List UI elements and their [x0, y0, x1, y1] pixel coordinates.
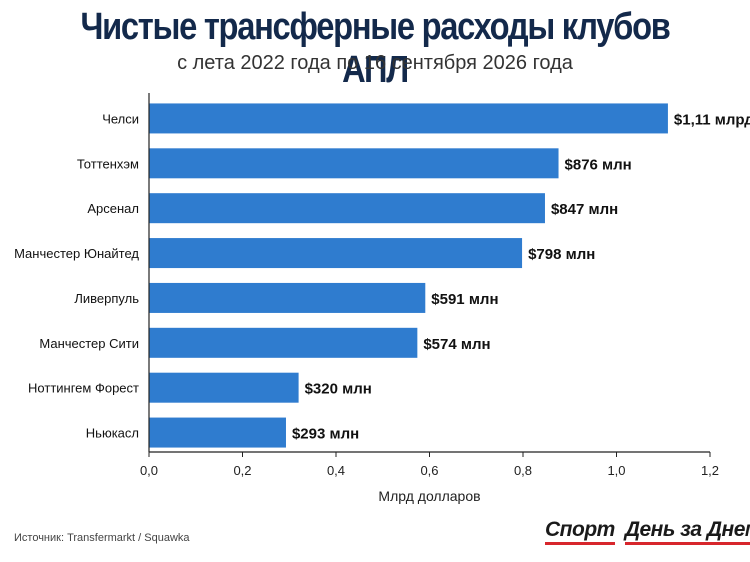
category-label: Ньюкасл	[86, 426, 139, 441]
data-label: $1,11 млрд	[674, 111, 750, 128]
brand-logo: Спорт День за Днем	[545, 518, 750, 548]
category-label: Тоттенхэм	[77, 156, 139, 171]
x-tick-label: 0,8	[514, 463, 532, 478]
x-tick-label: 0,0	[140, 463, 158, 478]
brand-underline	[624, 542, 750, 545]
chart-title: Чистые трансферные расходы клубов АПЛ	[80, 6, 670, 91]
source-note: Источник: Transfermarkt / Squawka	[14, 532, 190, 544]
data-label: $293 млн	[292, 426, 359, 443]
chart-subtitle: с лета 2022 года по 16 сентября 2026 год…	[177, 52, 573, 74]
bar	[149, 372, 299, 403]
category-label: Манчестер Юнайтед	[14, 246, 139, 261]
x-tick-label: 1,0	[607, 463, 625, 478]
data-label: $847 млн	[551, 201, 618, 218]
bar	[149, 103, 668, 134]
category-label: Ливерпуль	[74, 291, 139, 306]
brand-underline	[545, 542, 615, 545]
x-tick-label: 0,2	[233, 463, 251, 478]
bar	[149, 148, 559, 179]
data-label: $320 млн	[305, 381, 372, 398]
x-tick-label: 0,6	[420, 463, 438, 478]
bar	[149, 282, 426, 313]
brand-part1: Спорт	[545, 518, 615, 541]
data-label: $591 млн	[431, 291, 498, 308]
data-label: $876 млн	[565, 156, 632, 173]
brand-part2: День за Днем	[624, 518, 750, 541]
category-label: Челси	[102, 111, 139, 126]
category-label: Ноттингем Форест	[28, 381, 139, 396]
bar	[149, 417, 286, 448]
x-tick-label: 1,2	[701, 463, 719, 478]
bar	[149, 238, 523, 269]
data-label: $574 млн	[423, 336, 490, 353]
category-label: Арсенал	[87, 201, 139, 216]
bar	[149, 193, 545, 224]
bar	[149, 327, 418, 358]
x-axis-label: Млрд долларов	[378, 488, 480, 504]
x-tick-label: 0,4	[327, 463, 345, 478]
data-label: $798 млн	[528, 246, 595, 263]
category-label: Манчестер Сити	[39, 336, 139, 351]
